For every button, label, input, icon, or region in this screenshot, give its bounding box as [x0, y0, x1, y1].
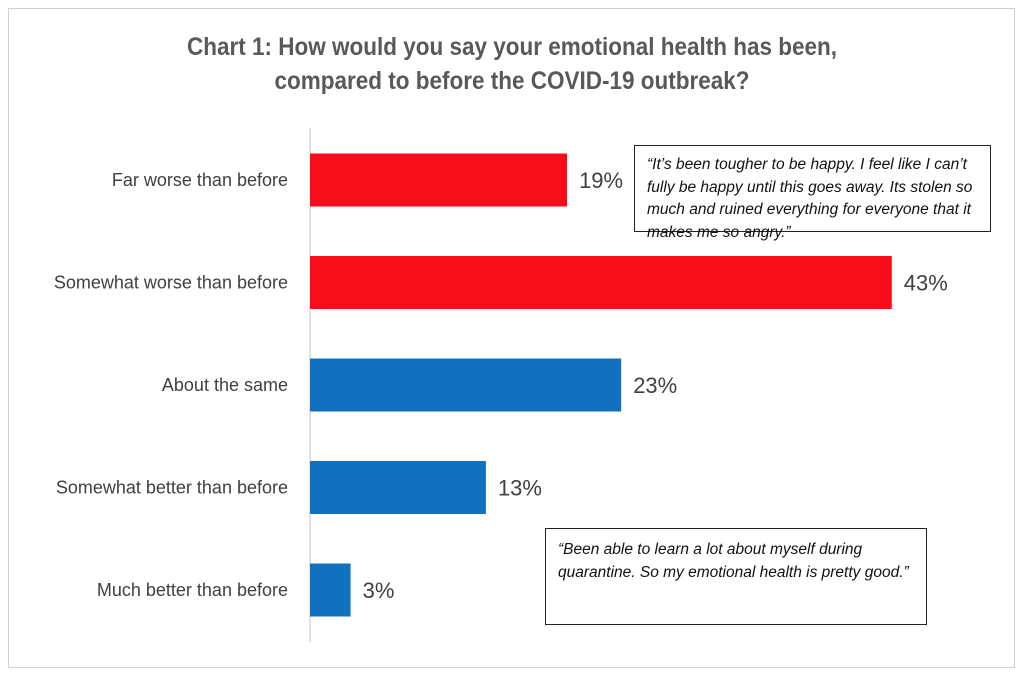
- chart-frame: [8, 8, 1015, 668]
- category-label: Somewhat worse than before: [54, 273, 288, 293]
- category-label: About the same: [162, 375, 288, 395]
- data-label: 13%: [498, 476, 542, 501]
- data-label: 19%: [579, 168, 623, 193]
- bar: [310, 256, 892, 309]
- title-line-1: Chart 1: How would you say your emotiona…: [186, 33, 838, 61]
- bar: [310, 358, 622, 412]
- bar: [310, 153, 568, 207]
- title-line-2: compared to before the COVID-19 outbreak…: [274, 67, 750, 95]
- data-label: 23%: [633, 373, 677, 398]
- category-label: Somewhat better than before: [56, 478, 288, 498]
- chart-title: Chart 1: How would you say your emotiona…: [51, 30, 973, 98]
- category-label: Far worse than before: [112, 170, 288, 190]
- data-label: 3%: [363, 578, 395, 603]
- quote-box-negative: “It’s been tougher to be happy. I feel l…: [634, 145, 991, 241]
- quote-box-positive: “Been able to learn a lot about myself d…: [545, 528, 927, 625]
- bar: [310, 563, 351, 617]
- data-label: 43%: [904, 271, 948, 296]
- bar: [310, 461, 486, 514]
- category-label: Much better than before: [97, 580, 288, 600]
